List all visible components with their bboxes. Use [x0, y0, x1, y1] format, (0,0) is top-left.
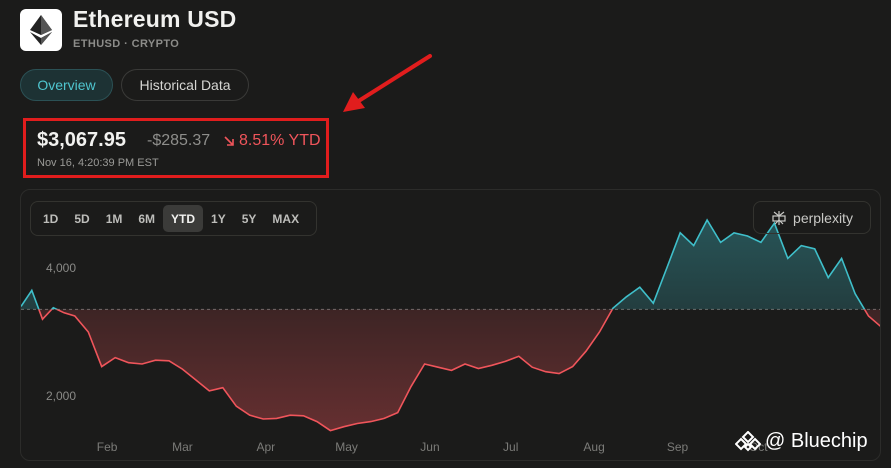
price-line-down [38, 309, 880, 432]
y-axis-label: 2,000 [46, 389, 76, 403]
perplexity-icon [772, 210, 786, 225]
x-axis-label: Jun [420, 440, 439, 454]
range-1m[interactable]: 1M [105, 211, 123, 226]
percent-change: 8.51% YTD [223, 132, 321, 150]
x-axis-label: Jul [503, 440, 518, 454]
range-1d[interactable]: 1D [43, 211, 59, 226]
price-chart: 4,000 2,000 Feb Mar Apr May Jun Jul Aug Sep Oct [21, 218, 880, 454]
x-axis-label: May [335, 440, 358, 454]
ethereum-logo [20, 9, 62, 51]
x-axis-label: Sep [667, 440, 689, 454]
x-axis-label: Mar [172, 440, 193, 454]
watermark: @ Bluechip [735, 430, 868, 453]
range-5d[interactable]: 5D [74, 211, 90, 226]
ticker-subtitle: ETHUSD · CRYPTO [73, 38, 180, 50]
watermark-label: @ Bluechip [765, 430, 868, 452]
perplexity-badge[interactable]: perplexity [753, 201, 871, 234]
price-change: -$285.37 [147, 132, 211, 149]
quote-timestamp: Nov 16, 4:20:39 PM EST [37, 157, 159, 169]
range-6m[interactable]: 6M [138, 211, 156, 226]
y-axis-label: 4,000 [46, 261, 76, 275]
range-ytd[interactable]: YTD [163, 205, 204, 232]
tab-historical-data[interactable]: Historical Data [121, 69, 249, 101]
tab-overview[interactable]: Overview [20, 69, 113, 101]
bluechip-logo-icon [735, 430, 761, 451]
range-max[interactable]: MAX [272, 211, 300, 226]
annotation-arrow [343, 54, 432, 112]
price-line-up [21, 218, 866, 310]
current-price: $3,067.95 [37, 129, 126, 151]
percent-change-label: 8.51% YTD [239, 132, 321, 149]
page-title: Ethereum USD [73, 6, 237, 32]
x-axis-label: Apr [257, 440, 276, 454]
range-1y[interactable]: 1Y [211, 211, 226, 226]
ethereum-icon [30, 15, 52, 45]
x-axis-label: Feb [97, 440, 118, 454]
range-selector: 1D 5D 1M 6M YTD 1Y 5Y MAX [30, 201, 317, 236]
x-axis-label: Oct [749, 440, 768, 454]
price-highlight-box: $3,067.95 -$285.37 8.51% YTD Nov 16, 4:2… [23, 118, 329, 178]
arrow-down-right-icon [224, 136, 234, 146]
x-axis-label: Aug [583, 440, 604, 454]
area-above-baseline [21, 220, 865, 310]
chart-panel: 4,000 2,000 Feb Mar Apr May Jun Jul Aug Sep Oct 1D… [20, 189, 881, 461]
perplexity-label: perplexity [793, 209, 853, 226]
range-5y[interactable]: 5Y [241, 211, 257, 226]
